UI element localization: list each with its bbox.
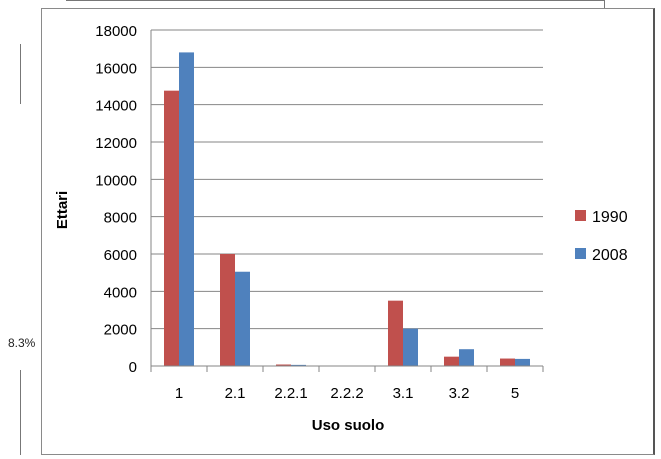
bar-1990-5 bbox=[500, 358, 515, 366]
bar-2008-2.1 bbox=[235, 271, 250, 366]
left-border-line bbox=[20, 370, 21, 455]
x-tick-label: 2.2.1 bbox=[274, 385, 307, 402]
y-tick-label: 0 bbox=[129, 359, 137, 376]
gridlines bbox=[151, 29, 543, 330]
bar-2008-1 bbox=[179, 52, 194, 367]
side-percentage-label: 8.3% bbox=[8, 336, 36, 350]
legend-label: 2008 bbox=[592, 247, 628, 264]
y-tick-label: 10000 bbox=[95, 172, 137, 189]
x-tick-label: 5 bbox=[511, 385, 519, 402]
y-tick-label: 8000 bbox=[104, 210, 137, 227]
y-tick-label: 2000 bbox=[104, 322, 137, 339]
y-axis-label: Ettari bbox=[54, 191, 71, 229]
bar-2008-5 bbox=[515, 358, 530, 366]
bar-1990-3.1 bbox=[388, 300, 403, 366]
y-tick-label: 4000 bbox=[104, 284, 137, 301]
legend-swatch-1990 bbox=[575, 210, 586, 221]
x-axis-ticks bbox=[150, 366, 544, 372]
x-axis-tick-labels: 1 2.1 2.2.1 2.2.2 3.1 3.2 5 bbox=[175, 385, 519, 402]
y-axis-tick-labels: 0 2000 4000 6000 8000 10000 12000 14000 16000 180… bbox=[95, 23, 137, 376]
y-tick-label: 12000 bbox=[95, 135, 137, 152]
bar-2008-3.2 bbox=[459, 349, 474, 366]
bar-2008-2.2.1 bbox=[291, 364, 306, 366]
legend-swatch-2008 bbox=[575, 248, 586, 259]
legend: 1990 2008 bbox=[575, 209, 628, 264]
bar-1990-2.2.1 bbox=[276, 364, 291, 366]
bar-1990-2.1 bbox=[220, 254, 235, 366]
bars bbox=[164, 52, 530, 367]
y-tick-label: 14000 bbox=[95, 98, 137, 115]
top-border-line bbox=[66, 0, 605, 9]
y-tick-label: 18000 bbox=[95, 23, 137, 40]
y-tick-label: 6000 bbox=[104, 247, 137, 264]
legend-label: 1990 bbox=[592, 209, 628, 226]
x-tick-label: 2.2.2 bbox=[330, 385, 363, 402]
x-axis-label: Uso suolo bbox=[312, 417, 385, 434]
x-tick-label: 3.2 bbox=[449, 385, 470, 402]
x-tick-label: 2.1 bbox=[225, 385, 246, 402]
x-tick-label: 1 bbox=[175, 385, 183, 402]
y-tick-label: 16000 bbox=[95, 60, 137, 77]
x-tick-label: 3.1 bbox=[393, 385, 414, 402]
left-border-line bbox=[20, 44, 21, 104]
bar-1990-1 bbox=[164, 90, 179, 367]
bar-2008-3.1 bbox=[403, 328, 418, 366]
bar-1990-3.2 bbox=[444, 356, 459, 366]
chart-frame bbox=[41, 8, 655, 455]
